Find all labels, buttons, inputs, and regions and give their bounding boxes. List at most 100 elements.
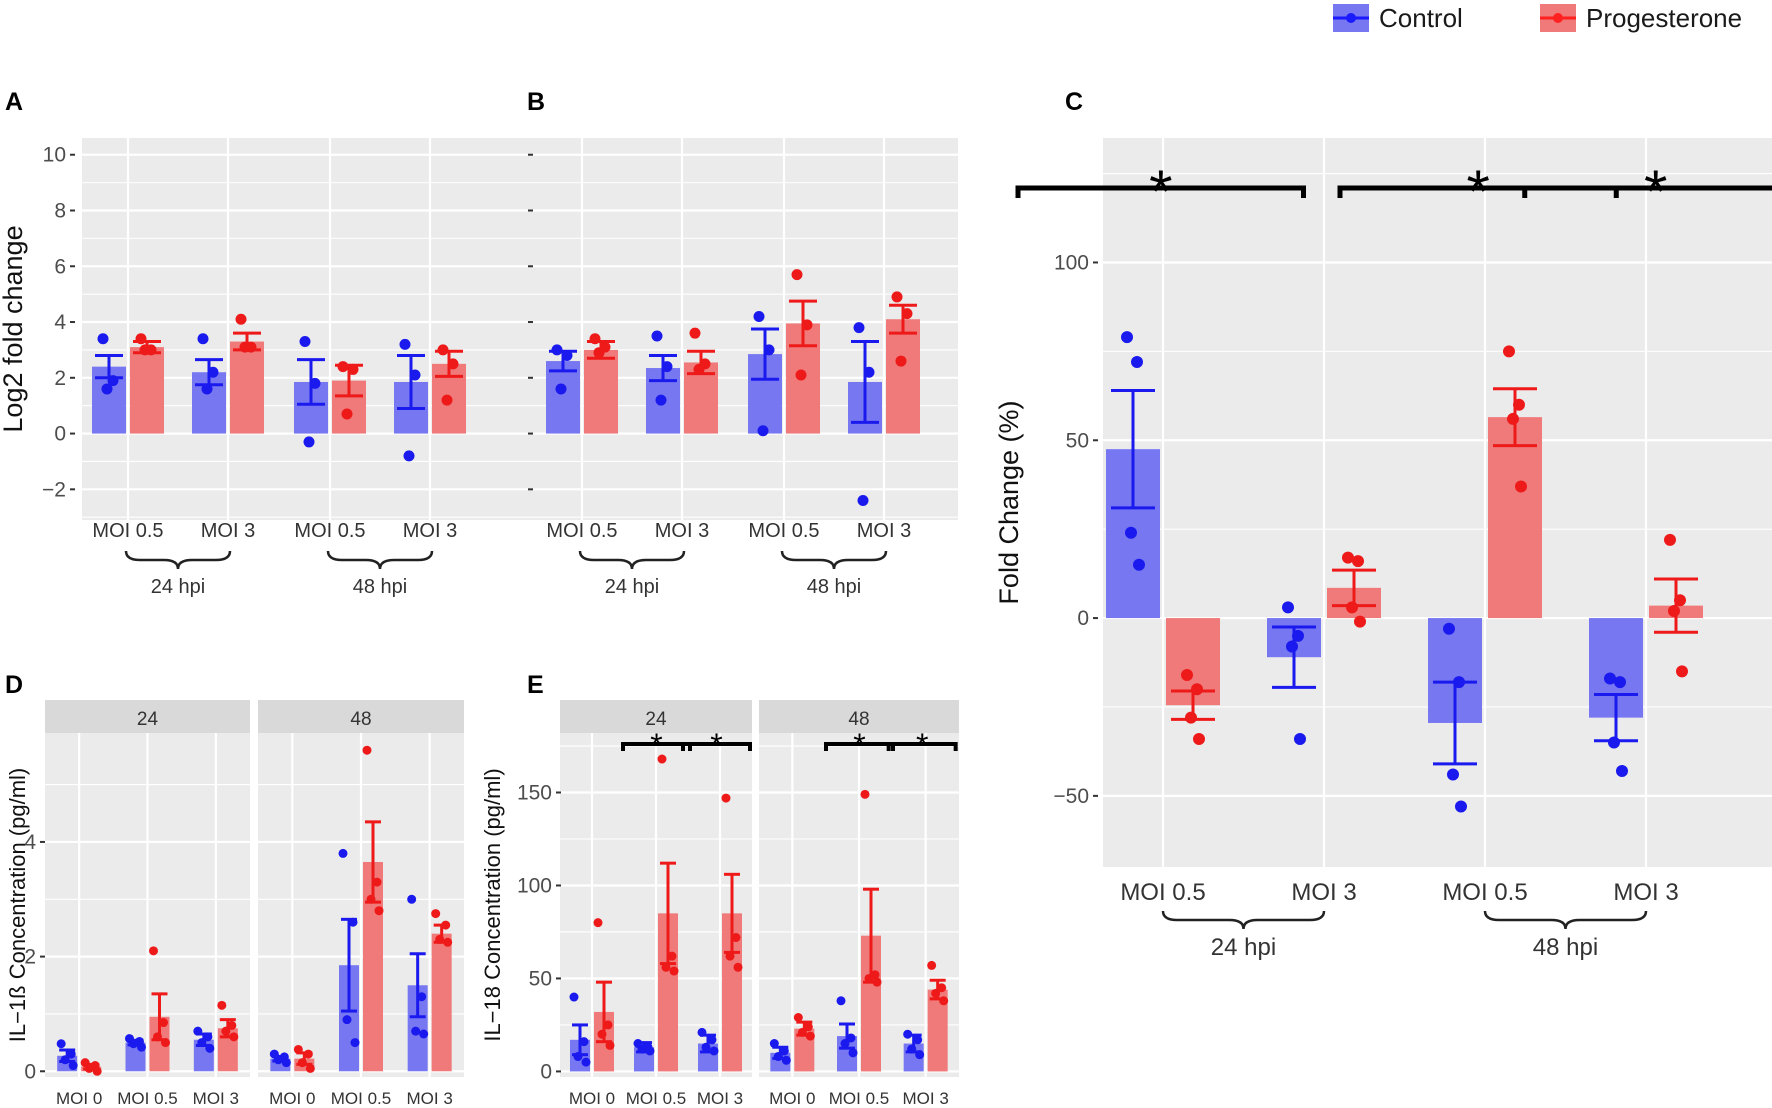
data-point-progesterone xyxy=(1503,345,1515,358)
data-point-progesterone xyxy=(597,1029,607,1039)
x-tick-label: MOI 0.5 xyxy=(1120,879,1205,906)
data-point-control xyxy=(779,1046,789,1056)
data-point-control xyxy=(207,366,219,378)
data-point-control xyxy=(407,894,417,904)
x-tick-label: MOI 3 xyxy=(857,520,911,542)
data-point-progesterone xyxy=(793,1012,803,1022)
data-point-progesterone xyxy=(441,394,453,406)
data-point-progesterone xyxy=(366,894,376,904)
y-axis-label: IL−1ß Concentration (pg/ml) xyxy=(5,768,30,1043)
panel-label-a: A xyxy=(5,88,23,116)
data-point-progesterone xyxy=(1668,604,1680,617)
data-point-progesterone xyxy=(605,1040,615,1050)
data-point-progesterone xyxy=(221,1026,231,1036)
x-tick-label: MOI 3 xyxy=(193,1089,239,1108)
facet-label-24: 24 xyxy=(645,709,667,730)
data-point-control xyxy=(1125,526,1137,539)
data-point-control xyxy=(555,383,567,395)
bar-progesterone xyxy=(230,341,264,434)
data-point-control xyxy=(273,1055,283,1065)
data-point-progesterone xyxy=(593,918,603,928)
data-point-control xyxy=(753,310,765,322)
x-tick-label: MOI 0 xyxy=(769,1089,815,1108)
data-point-control xyxy=(769,1039,779,1049)
data-point-progesterone xyxy=(805,1031,815,1041)
legend-label-control: Control xyxy=(1379,3,1463,33)
x-tick-label: MOI 0.5 xyxy=(117,1089,177,1108)
data-point-control xyxy=(1121,331,1133,344)
legend-key-dot-progesterone xyxy=(1553,13,1563,23)
data-point-progesterone xyxy=(725,951,735,961)
data-point-progesterone xyxy=(693,363,705,375)
data-point-progesterone xyxy=(1193,732,1205,745)
data-point-control xyxy=(303,436,315,448)
data-point-control xyxy=(1282,601,1294,614)
data-point-progesterone xyxy=(139,344,151,356)
data-point-progesterone xyxy=(891,291,903,303)
facet-strip xyxy=(258,700,464,733)
group-brace-24 xyxy=(1161,910,1326,930)
x-tick-label: MOI 0.5 xyxy=(626,1089,686,1108)
significance-star: * xyxy=(1149,158,1172,225)
data-point-control xyxy=(299,336,311,348)
data-point-control xyxy=(1286,640,1298,653)
data-point-progesterone xyxy=(667,951,677,961)
group-label: 48 hpi xyxy=(353,576,408,598)
y-tick-label: 50 xyxy=(1066,429,1089,452)
group-brace-24 xyxy=(124,550,232,570)
y-tick-label: 100 xyxy=(517,874,552,897)
data-point-control xyxy=(342,1015,352,1025)
data-point-progesterone xyxy=(374,906,384,916)
data-point-control xyxy=(409,369,421,381)
data-point-control xyxy=(66,1049,76,1059)
data-point-progesterone xyxy=(657,754,667,764)
x-tick-label: MOI 0.5 xyxy=(546,520,617,542)
bar-progesterone xyxy=(927,989,948,1072)
data-point-progesterone xyxy=(337,361,349,373)
data-point-control xyxy=(309,377,321,389)
x-tick-label: MOI 0.5 xyxy=(294,520,365,542)
data-point-progesterone xyxy=(937,983,947,993)
y-tick-label: 6 xyxy=(54,255,66,278)
data-point-progesterone xyxy=(801,319,813,331)
x-tick-label: MOI 3 xyxy=(655,520,709,542)
data-point-control xyxy=(348,917,358,927)
data-point-control xyxy=(846,1033,856,1043)
panel-label-e: E xyxy=(527,671,544,699)
data-point-control xyxy=(637,1044,647,1054)
data-point-progesterone xyxy=(153,1032,162,1042)
data-point-control xyxy=(107,375,119,387)
y-tick-label: 0 xyxy=(540,1060,552,1083)
data-point-progesterone xyxy=(92,1066,102,1076)
x-tick-label: MOI 3 xyxy=(407,1089,453,1108)
data-point-progesterone xyxy=(305,1063,315,1073)
group-label: 48 hpi xyxy=(807,576,862,598)
data-point-control xyxy=(1133,558,1145,571)
data-point-control xyxy=(193,1026,203,1036)
data-point-progesterone xyxy=(872,977,882,987)
panel-label-d: D xyxy=(5,671,23,699)
x-tick-label: MOI 0 xyxy=(269,1089,315,1108)
data-point-progesterone xyxy=(1664,533,1676,546)
data-point-progesterone xyxy=(797,1027,807,1037)
facet-label-24: 24 xyxy=(137,709,159,730)
data-point-progesterone xyxy=(791,269,803,281)
y-tick-label: 8 xyxy=(54,199,66,222)
legend-label-progesterone: Progesterone xyxy=(1586,3,1742,33)
bar-progesterone xyxy=(584,349,618,434)
data-point-progesterone xyxy=(362,745,372,755)
data-point-control xyxy=(1294,732,1306,745)
data-point-control xyxy=(1447,768,1459,781)
facet-label-48: 48 xyxy=(350,709,371,730)
y-tick-label: 0 xyxy=(54,423,66,446)
significance-bracket xyxy=(681,742,752,751)
bar-progesterone xyxy=(1488,417,1542,619)
x-tick-label: MOI 3 xyxy=(903,1089,949,1108)
data-point-progesterone xyxy=(293,1044,303,1054)
x-tick-label: MOI 3 xyxy=(201,520,255,542)
data-point-progesterone xyxy=(603,1020,613,1030)
facet-strip xyxy=(759,700,959,733)
bar-progesterone xyxy=(431,933,452,1072)
panel-label-b: B xyxy=(527,88,545,116)
y-tick-label: −2 xyxy=(42,478,66,501)
